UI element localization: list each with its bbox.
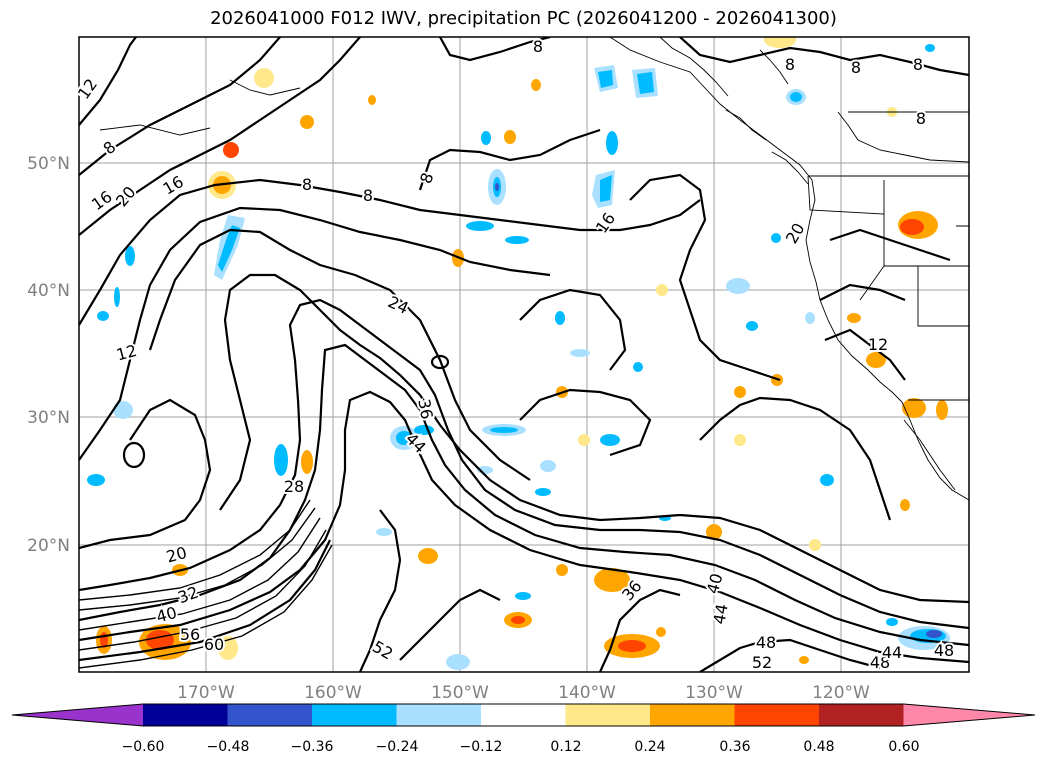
precip-negative-patches [87, 44, 950, 670]
colorbar-segment [481, 704, 566, 726]
colorbar-extend-low [12, 704, 143, 726]
colorbar-outline [11, 703, 1036, 727]
map-frame [78, 36, 970, 673]
lon-label-120w: 120°W [812, 683, 870, 703]
colorbar [11, 703, 1036, 727]
colorbar-tick-label: −0.12 [460, 739, 503, 755]
colorbar-segment [819, 704, 904, 726]
contour-label: 48 [870, 653, 890, 672]
colorbar-segment [143, 704, 228, 726]
lon-label-130w: 130°W [685, 683, 743, 703]
contour-label: 52 [752, 653, 772, 672]
contour-label: 8 [851, 58, 861, 77]
contour-label: 8 [533, 37, 543, 56]
contour-label: 8 [302, 175, 312, 194]
lat-label-20n: 20°N [27, 536, 70, 556]
lat-label-40n: 40°N [27, 281, 70, 301]
colorbar-segment [396, 704, 482, 726]
lat-label-50n: 50°N [27, 154, 70, 174]
colorbar-tick-label: 0.24 [634, 739, 665, 755]
contour-label: 44 [882, 643, 902, 662]
colorbar-segment [312, 704, 397, 726]
iwv-dense-contours [79, 499, 333, 669]
colorbar-segment [734, 704, 820, 726]
colorbar-tick-label: 0.36 [719, 739, 750, 755]
contour-label: 28 [284, 477, 304, 496]
contour-label: 8 [913, 55, 923, 74]
colorbar-ticks: −0.60 −0.48 −0.36 −0.24 −0.12 0.12 0.24 … [122, 739, 920, 755]
colorbar-tick-label: 0.48 [803, 739, 834, 755]
contour-label: 48 [934, 641, 954, 660]
colorbar-extend-high [903, 704, 1035, 726]
map-title: 2026041000 F012 IWV, precipitation PC (2… [210, 8, 837, 29]
contour-label: 12 [868, 335, 888, 354]
contour-label: 8 [916, 109, 926, 128]
lon-label-150w: 150°W [431, 683, 489, 703]
colorbar-tick-label: 0.60 [888, 739, 919, 755]
colorbar-segment [227, 704, 313, 726]
colorbar-tick-label: −0.36 [291, 739, 334, 755]
colorbar-tick-label: −0.60 [122, 739, 165, 755]
colorbar-segment [565, 704, 651, 726]
coastlines [99, 37, 969, 501]
map-area [79, 37, 969, 672]
iwv-contours [79, 37, 969, 672]
colorbar-segment [650, 704, 735, 726]
lat-axis: 50°N 40°N 30°N 20°N [27, 154, 70, 556]
contour-label: 44 [709, 602, 731, 625]
contour-label: 8 [785, 55, 795, 74]
lon-label-140w: 140°W [558, 683, 616, 703]
contour-label: 36 [414, 397, 436, 420]
colorbar-tick-label: 0.12 [550, 739, 581, 755]
lon-axis: 170°W 160°W 150°W 140°W 130°W 120°W [177, 683, 870, 703]
lat-label-30n: 30°N [27, 408, 70, 428]
contour-label: 48 [756, 633, 776, 652]
lon-label-170w: 170°W [177, 683, 235, 703]
colorbar-tick-label: −0.48 [207, 739, 250, 755]
colorbar-tick-label: −0.24 [376, 739, 419, 755]
lon-label-160w: 160°W [304, 683, 362, 703]
contour-label: 8 [363, 186, 373, 205]
contour-label: 60 [204, 635, 224, 654]
contour-label: 56 [180, 625, 200, 644]
